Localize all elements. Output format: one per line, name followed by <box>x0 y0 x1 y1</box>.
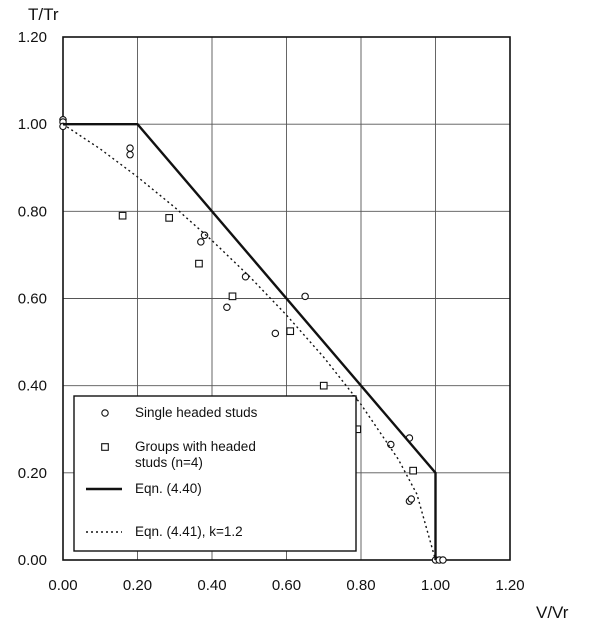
data-point-square <box>409 466 418 475</box>
data-point-square <box>286 327 295 336</box>
y-tick-label: 0.40 <box>18 378 47 395</box>
y-tick-label: 1.00 <box>18 116 47 133</box>
data-point-circle <box>241 272 250 281</box>
y-tick-label: 0.00 <box>18 552 47 569</box>
x-tick-label: 0.00 <box>48 577 77 594</box>
legend-square-marker <box>101 443 109 451</box>
data-point-circle <box>301 292 309 301</box>
plot-frame <box>62 36 511 561</box>
legend-entry: Eqn. (4.41), k=1.2 <box>86 524 243 539</box>
series-solid <box>63 122 437 560</box>
data-point-square <box>195 259 203 268</box>
data-point-circle <box>439 556 447 564</box>
legend-label: Eqn. (4.41), k=1.2 <box>135 524 243 539</box>
data-point-circle <box>126 144 134 152</box>
series-square <box>118 211 418 475</box>
data-point-circle <box>223 303 231 311</box>
y-tick-label: 0.60 <box>18 291 47 308</box>
legend-label: Groups with headed <box>135 439 256 454</box>
data-point-square <box>319 381 328 390</box>
data-point-circle <box>197 238 205 246</box>
legend-box <box>73 395 357 552</box>
x-axis-title: V/Vr <box>536 603 569 622</box>
eqn-440-line <box>63 122 437 560</box>
data-point-circle <box>387 440 395 449</box>
data-point-circle <box>126 150 134 159</box>
legend-label: Eqn. (4.40) <box>135 481 202 496</box>
data-point-circle <box>407 495 416 503</box>
legend-entry: Single headed studs <box>101 405 258 420</box>
y-axis-title: T/Tr <box>28 5 59 24</box>
data-point-circle <box>200 231 209 240</box>
legend-label: studs (n=4) <box>135 455 203 470</box>
data-point-square <box>228 292 237 301</box>
data-point-square <box>118 211 127 220</box>
y-tick-label: 1.20 <box>18 29 47 46</box>
legend-label: Single headed studs <box>135 405 258 420</box>
x-tick-label: 0.40 <box>197 577 226 594</box>
x-tick-label: 0.60 <box>272 577 301 594</box>
x-tick-label: 0.80 <box>346 577 375 594</box>
x-tick-labels: 0.00 0.20 0.40 0.60 0.80 1.00 1.20 <box>48 577 524 594</box>
series-layer <box>59 116 447 564</box>
x-tick-label: 1.00 <box>421 577 450 594</box>
data-point-circle <box>271 329 280 338</box>
y-tick-label: 0.80 <box>18 203 47 220</box>
x-tick-label: 0.20 <box>123 577 152 594</box>
legend: Single headed studs Groups with headedstu… <box>73 395 357 552</box>
y-tick-labels: 0.00 0.20 0.40 0.60 0.80 1.00 1.20 <box>18 29 47 569</box>
legend-circle-marker <box>101 409 109 417</box>
legend-entry: Eqn. (4.40) <box>86 481 202 496</box>
y-tick-label: 0.20 <box>18 465 47 482</box>
x-tick-label: 1.20 <box>495 577 524 594</box>
data-point-square <box>165 214 174 222</box>
series-circle <box>59 116 447 564</box>
